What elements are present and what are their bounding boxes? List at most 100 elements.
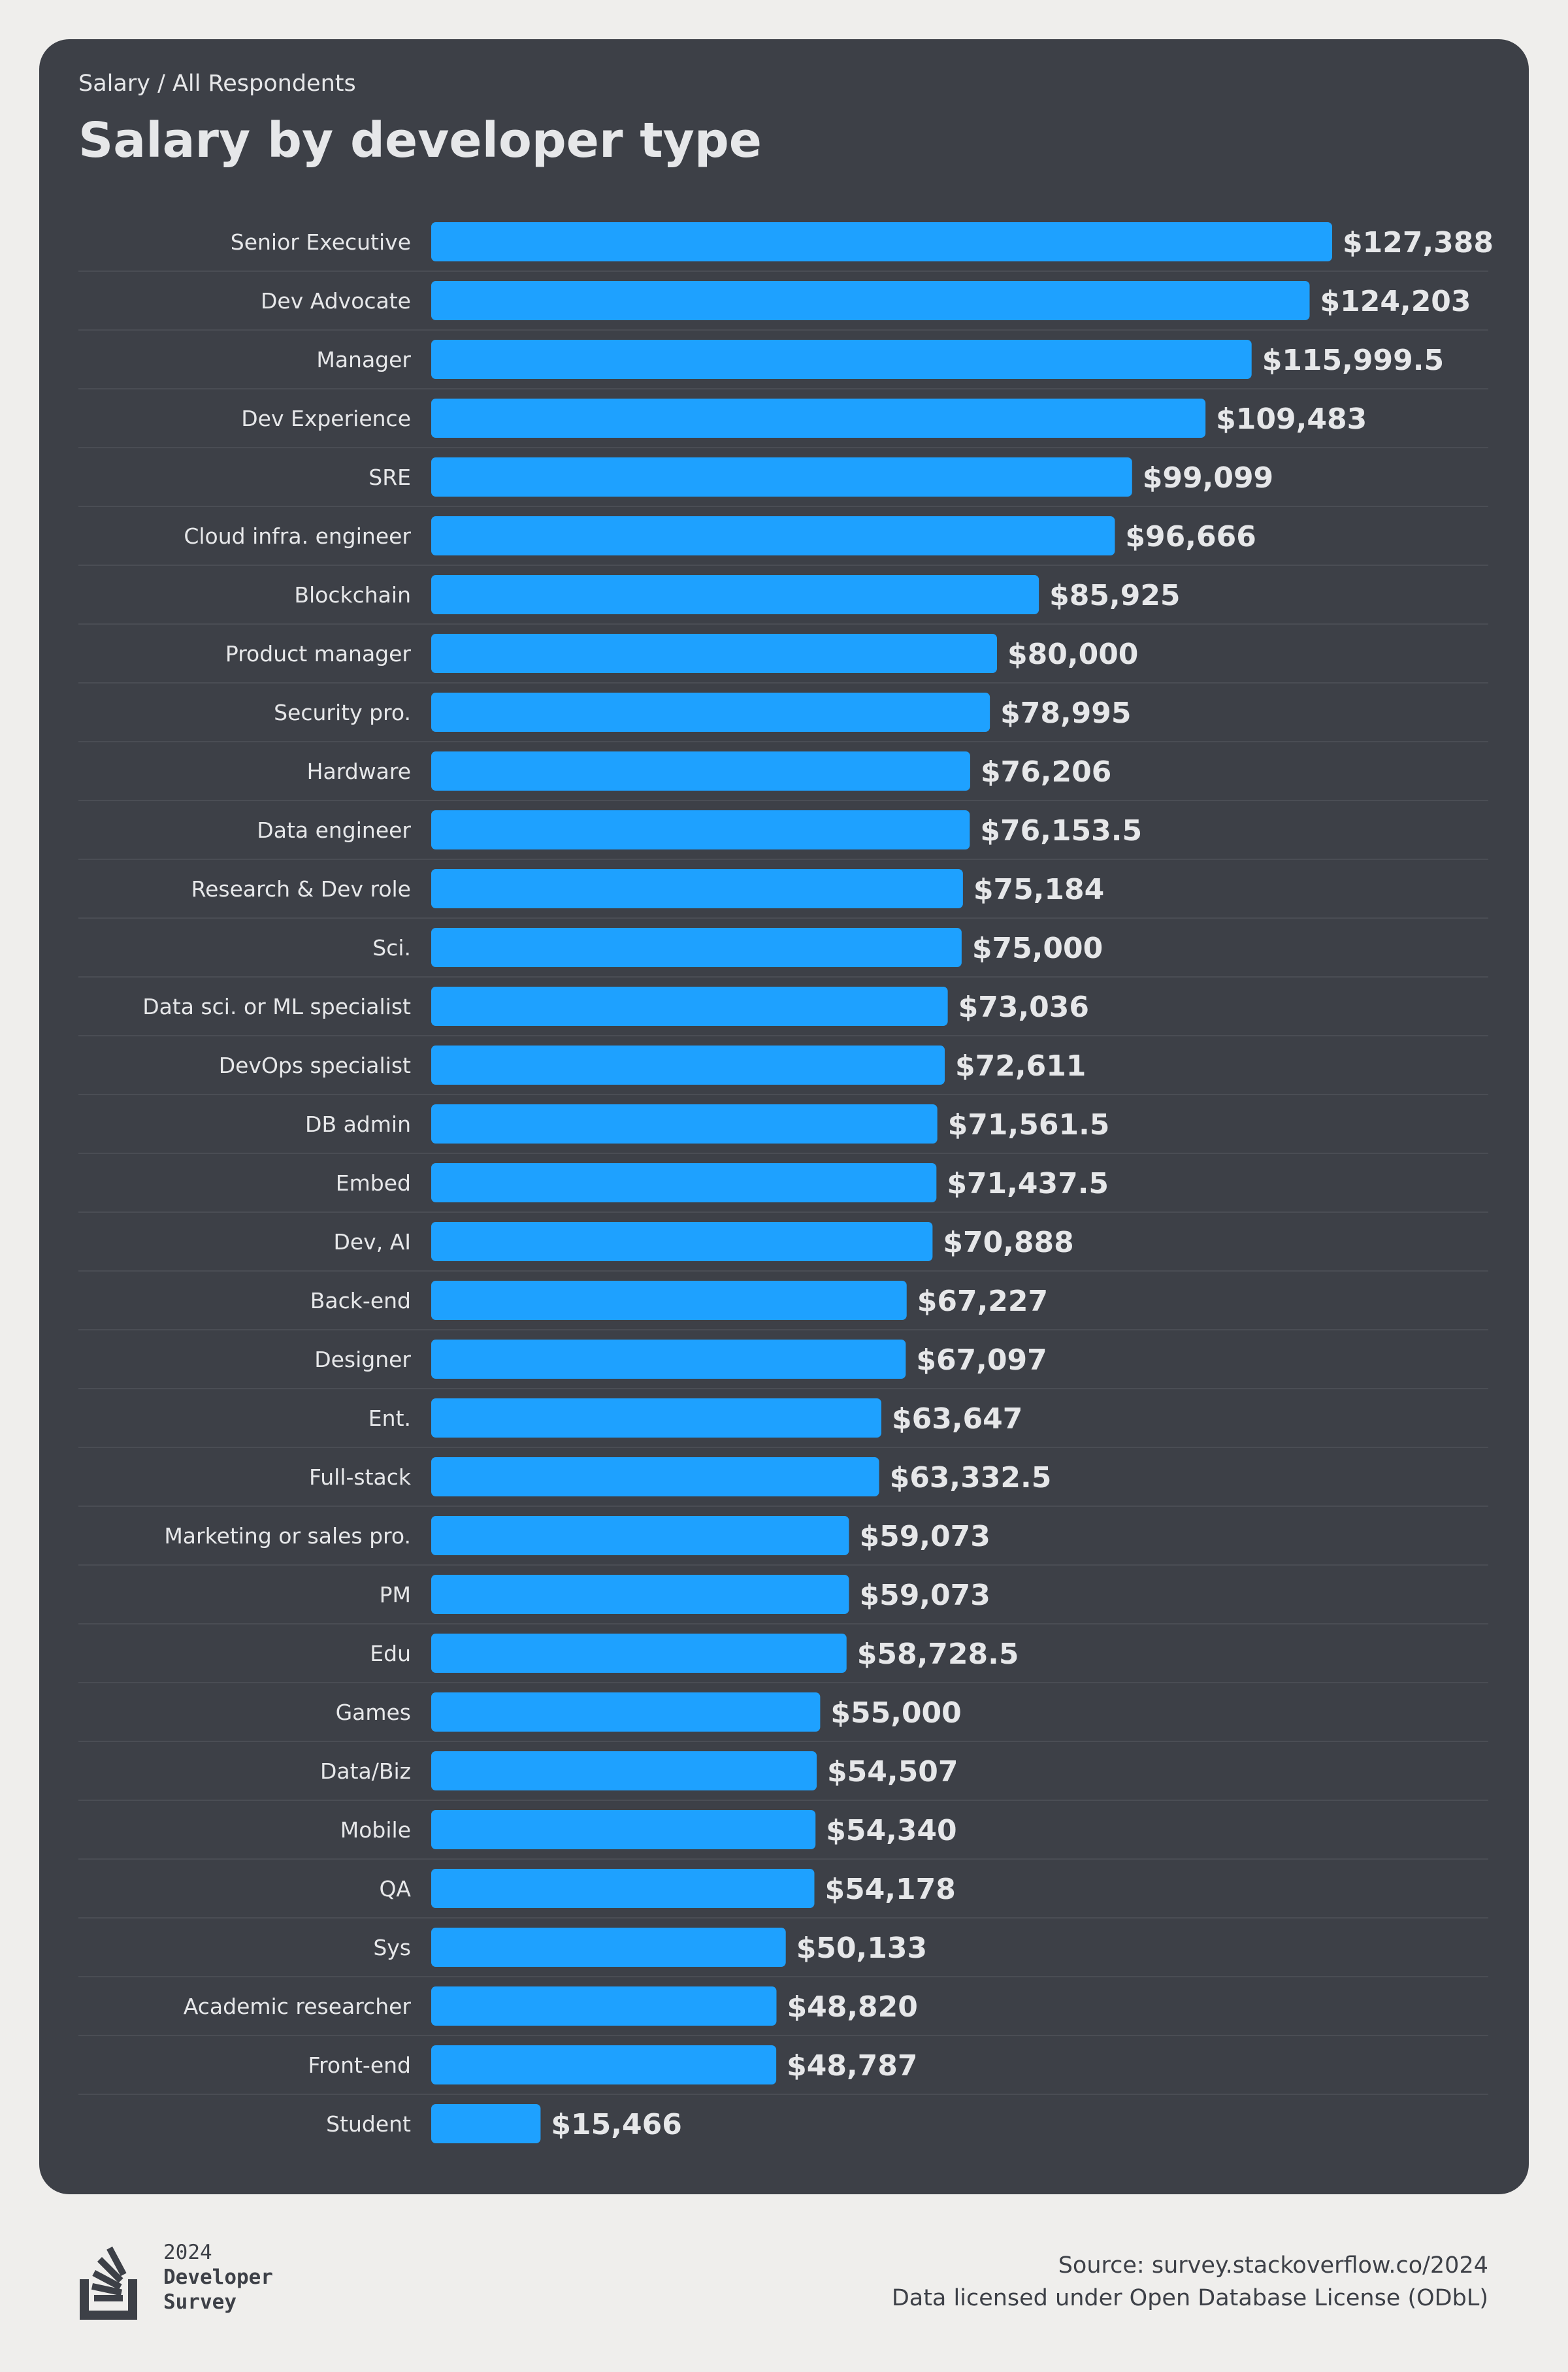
source-link[interactable]: Source: survey.stackoverflow.co/2024 (1058, 2252, 1488, 2279)
category-label: Sci. (372, 935, 411, 961)
category-label: Data sci. or ML specialist (142, 994, 411, 1019)
bar (431, 693, 990, 732)
category-label: Blockchain (294, 582, 411, 608)
category-label: Dev Advocate (261, 288, 411, 314)
bar (431, 1575, 849, 1614)
value-label: $59,073 (859, 1579, 990, 1612)
value-label: $80,000 (1007, 638, 1138, 671)
bar (431, 634, 998, 673)
value-label: $115,999.5 (1262, 344, 1444, 377)
value-label: $59,073 (859, 1520, 990, 1553)
bar (431, 1928, 786, 1967)
value-label: $54,178 (825, 1873, 955, 1906)
category-label: Research & Dev role (191, 876, 411, 902)
value-label: $55,000 (830, 1696, 961, 1730)
category-label: PM (380, 1582, 411, 1607)
value-label: $48,820 (787, 1990, 917, 2024)
category-label: Front-end (308, 2052, 411, 2078)
category-label: Senior Executive (231, 229, 411, 255)
value-label: $85,925 (1049, 579, 1180, 612)
bar (431, 1163, 937, 1202)
value-label: $75,000 (972, 932, 1103, 965)
bar (431, 399, 1206, 438)
value-label: $15,466 (551, 2108, 681, 2141)
value-label: $96,666 (1125, 520, 1256, 553)
category-label: Data engineer (257, 817, 411, 843)
bar (431, 516, 1115, 555)
category-label: Dev, AI (333, 1229, 411, 1255)
survey-logo-text: 2024 Developer Survey (163, 2240, 273, 2314)
bar (431, 457, 1132, 497)
bar (431, 575, 1039, 614)
bar-chart: Senior Executive $127,388 Dev Advocate $124… (78, 222, 1494, 2143)
bar (431, 1692, 821, 1732)
bar (431, 2104, 541, 2143)
category-label: Data/Biz (320, 1758, 411, 1784)
value-label: $124,203 (1320, 285, 1471, 318)
category-label: Manager (316, 347, 411, 372)
bar (431, 869, 963, 908)
category-label: Academic researcher (184, 1994, 412, 2019)
value-label: $76,153.5 (980, 814, 1142, 848)
value-label: $71,561.5 (948, 1108, 1110, 1142)
bar (431, 222, 1332, 261)
value-label: $75,184 (973, 873, 1104, 906)
bar (431, 1457, 879, 1496)
value-label: $127,388 (1343, 226, 1494, 259)
bar (431, 2045, 777, 2084)
bar (431, 1516, 849, 1555)
value-label: $54,340 (826, 1814, 956, 1847)
value-label: $63,332.5 (890, 1461, 1052, 1494)
value-label: $67,227 (917, 1285, 1048, 1318)
bar (431, 751, 970, 791)
category-label: Designer (314, 1347, 411, 1372)
bar (431, 1810, 816, 1849)
value-label: $63,647 (892, 1402, 1022, 1436)
value-label: $54,507 (827, 1755, 958, 1788)
category-label: Product manager (225, 641, 412, 667)
chart-title: Salary by developer type (78, 112, 762, 169)
category-label: Full-stack (309, 1464, 412, 1490)
license-text: Data licensed under Open Database Licens… (891, 2285, 1488, 2311)
logo-line1: Developer (163, 2265, 273, 2289)
category-label: Marketing or sales pro. (164, 1523, 411, 1549)
bar (431, 340, 1252, 379)
category-label: Mobile (340, 1817, 411, 1843)
category-label: Dev Experience (241, 406, 411, 431)
value-label: $73,036 (958, 991, 1089, 1024)
category-label: Cloud infra. engineer (184, 523, 411, 549)
category-label: SRE (368, 465, 411, 490)
category-label: Security pro. (274, 700, 411, 725)
bar (431, 928, 962, 967)
bar (431, 987, 948, 1026)
bar (431, 1281, 907, 1320)
value-label: $109,483 (1216, 403, 1367, 436)
category-label: Ent. (368, 1406, 411, 1431)
category-label: Back-end (310, 1288, 411, 1313)
value-label: $76,206 (981, 755, 1111, 789)
value-label: $48,787 (787, 2049, 917, 2083)
bar (431, 1751, 817, 1790)
bar (431, 1869, 815, 1908)
bar (431, 1104, 938, 1144)
category-label: Student (326, 2111, 411, 2137)
bar (431, 1986, 777, 2026)
bar (431, 1222, 933, 1261)
value-label: $70,888 (943, 1226, 1073, 1259)
value-label: $50,133 (796, 1932, 927, 1965)
value-label: $78,995 (1000, 697, 1131, 730)
category-label: Edu (370, 1641, 411, 1666)
value-label: $99,099 (1143, 461, 1273, 495)
logo-line2: Survey (163, 2290, 237, 2314)
category-label: DB admin (305, 1112, 411, 1137)
logo-year: 2024 (163, 2241, 212, 2264)
stack-overflow-logo-icon (80, 2247, 137, 2320)
bar (431, 810, 970, 849)
category-label: Games (336, 1700, 411, 1725)
bar (431, 281, 1310, 320)
category-label: Embed (336, 1170, 411, 1196)
category-label: Sys (373, 1935, 411, 1960)
category-label: Hardware (307, 759, 411, 784)
bar (431, 1398, 881, 1438)
bar (431, 1634, 847, 1673)
